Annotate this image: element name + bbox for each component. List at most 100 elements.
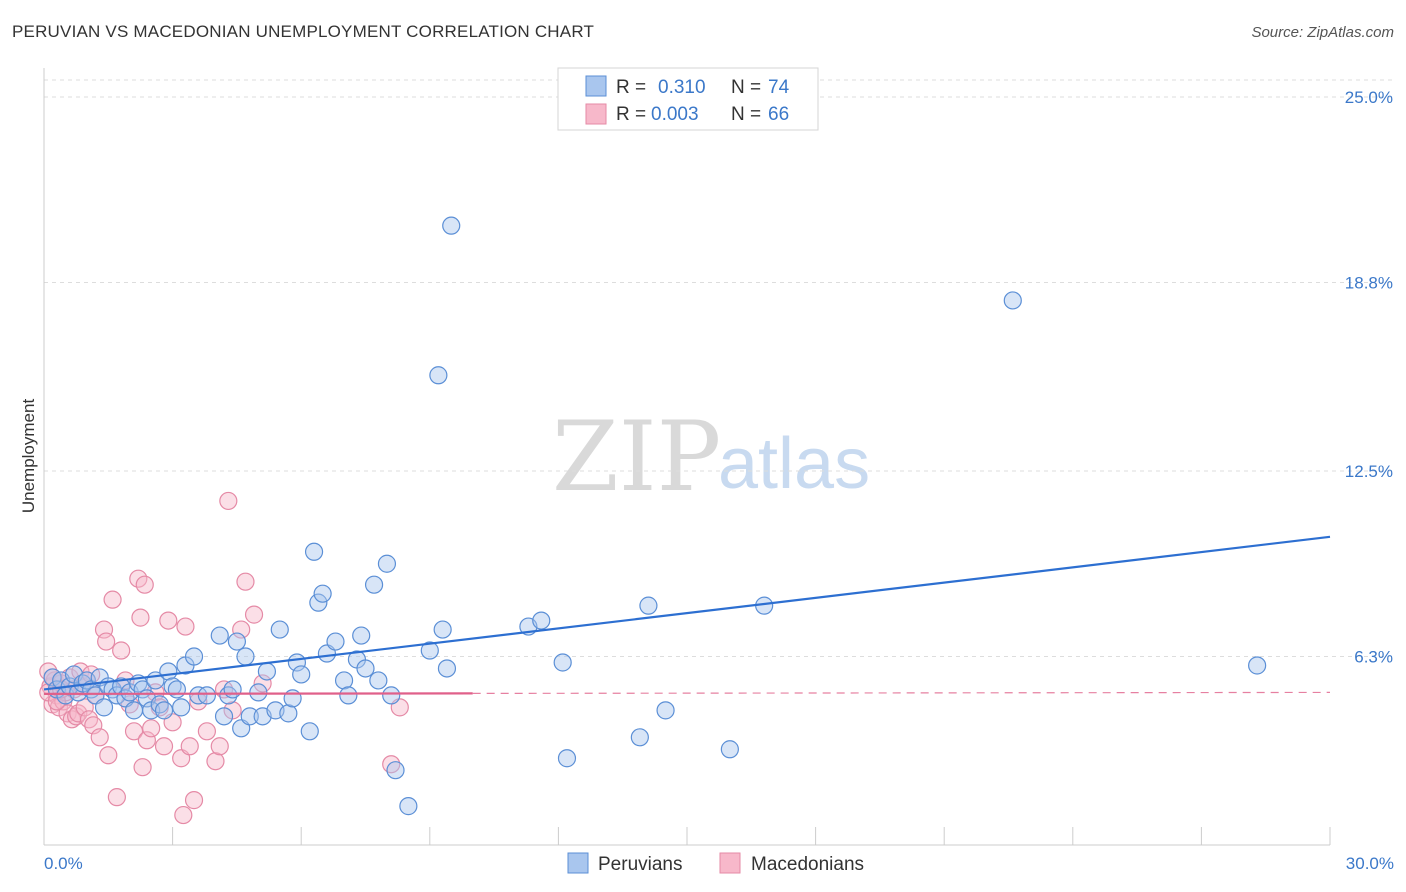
y-tick-label-2: 18.8% [1345,274,1393,293]
peruvian-point-19 [124,701,144,720]
legend-n-label-2: N = [731,104,761,125]
peruvian-point-76 [553,653,572,672]
peruvian-point-80 [656,701,675,720]
peruvian-point-58 [334,671,354,690]
macedonian-point-51 [206,752,225,771]
peruvian-point-45 [257,662,277,681]
x-tick-min: 0.0% [44,854,83,873]
peruvian-point-39 [227,632,246,651]
peruvian-point-84 [1248,656,1267,675]
peruvian-point-70 [433,620,452,639]
peruvian-point-42 [240,707,259,726]
peruvian-point-78 [630,728,649,747]
series-legend: Peruvians Macedonians [567,852,864,875]
peruvian-point-72 [442,216,461,235]
peruvian-point-29 [167,680,186,699]
peruvian-point-57 [326,632,345,651]
peruvian-point-65 [377,554,397,573]
peruvian-point-68 [399,797,418,816]
peruvian-point-79 [639,596,658,615]
macedonian-point-48 [184,791,204,810]
peruvian-point-47 [270,620,289,639]
peruvians-points [43,216,1267,816]
peruvian-point-41 [236,647,255,666]
macedonian-point-38 [142,719,161,738]
peruvian-point-12 [94,698,114,717]
peruvian-point-81 [720,740,739,759]
macedonians-trend-line-dashed [472,691,1331,695]
peruvian-point-73 [429,366,448,385]
y-tick-label-1: 12.5% [1345,462,1393,481]
macedonian-point-32 [124,722,144,741]
macedonian-point-42 [159,611,178,630]
legend-r-value-2: 0.003 [651,104,699,125]
bottom-swatch-macedonians [719,852,741,874]
legend-n-label-1: N = [731,77,761,98]
gridlines [44,79,1394,658]
macedonian-point-36 [135,575,154,594]
peruvian-point-51 [292,665,311,684]
source-label: Source: ZipAtlas.com [1251,24,1394,41]
peruvian-point-34 [197,686,216,705]
peruvian-point-32 [184,647,204,666]
macedonian-point-34 [131,608,150,627]
legend-r-label-2: R = [616,104,646,125]
macedonian-point-52 [210,737,229,756]
macedonian-point-54 [219,491,238,511]
peruvian-point-26 [154,701,174,720]
peruvian-point-54 [309,593,328,612]
macedonian-point-25 [97,632,116,651]
macedonian-point-17 [75,698,94,717]
peruvian-point-62 [356,659,375,678]
peruvian-point-61 [352,626,371,645]
y-tick-labels: 6.3% 12.5% 18.8% 25.0% [1345,88,1393,667]
macedonian-point-27 [103,590,122,609]
correlation-legend: R = 0.310 N = 74 R = 0.003 N = 66 [557,67,819,131]
peruvian-point-53 [304,542,324,561]
peruvian-point-27 [159,662,178,681]
peruvian-point-43 [249,683,268,702]
legend-r-value-1: 0.310 [658,77,706,98]
peruvian-point-67 [386,761,405,780]
trend-lines [43,535,1331,696]
peruvian-point-71 [437,659,457,678]
axes [43,68,1331,846]
peruvian-point-30 [172,698,191,717]
bottom-legend-macedonians: Macedonians [751,854,864,875]
peruvian-point-64 [369,671,388,690]
x-tick-max: 30.0% [1346,854,1394,873]
macedonian-point-47 [180,737,199,756]
legend-swatch-macedonians [585,103,607,125]
chart-title: PERUVIAN VS MACEDONIAN UNEMPLOYMENT CORR… [12,22,595,41]
bottom-swatch-peruvians [567,852,589,874]
peruvian-point-35 [210,626,229,645]
peruvian-point-48 [279,704,298,723]
peruvian-point-55 [313,584,332,603]
peruvian-point-63 [364,575,384,594]
y-tick-label-3: 25.0% [1345,88,1393,107]
macedonian-point-50 [197,722,216,741]
macedonian-point-26 [99,746,118,765]
macedonian-point-23 [90,728,109,747]
macedonian-point-56 [232,620,251,639]
legend-n-value-2: 66 [768,104,789,125]
peruvian-point-75 [532,611,551,630]
watermark-atlas: atlas [718,424,870,504]
macedonian-point-58 [244,605,264,624]
macedonian-point-35 [133,758,152,777]
bottom-legend-peruvians: Peruvians [598,854,683,875]
macedonian-point-45 [174,805,193,825]
macedonian-point-29 [112,641,131,660]
watermark-zip: ZIP [552,401,721,513]
y-axis-title: Unemployment [19,399,38,514]
peruvians-trend-line [43,535,1331,691]
peruvian-point-69 [420,641,439,660]
macedonian-point-59 [253,674,272,693]
legend-n-value-1: 74 [768,77,790,98]
peruvian-point-59 [339,686,358,705]
macedonian-point-41 [154,737,174,756]
macedonian-point-57 [236,572,255,591]
peruvian-point-66 [382,686,401,705]
macedonian-point-28 [107,788,126,807]
